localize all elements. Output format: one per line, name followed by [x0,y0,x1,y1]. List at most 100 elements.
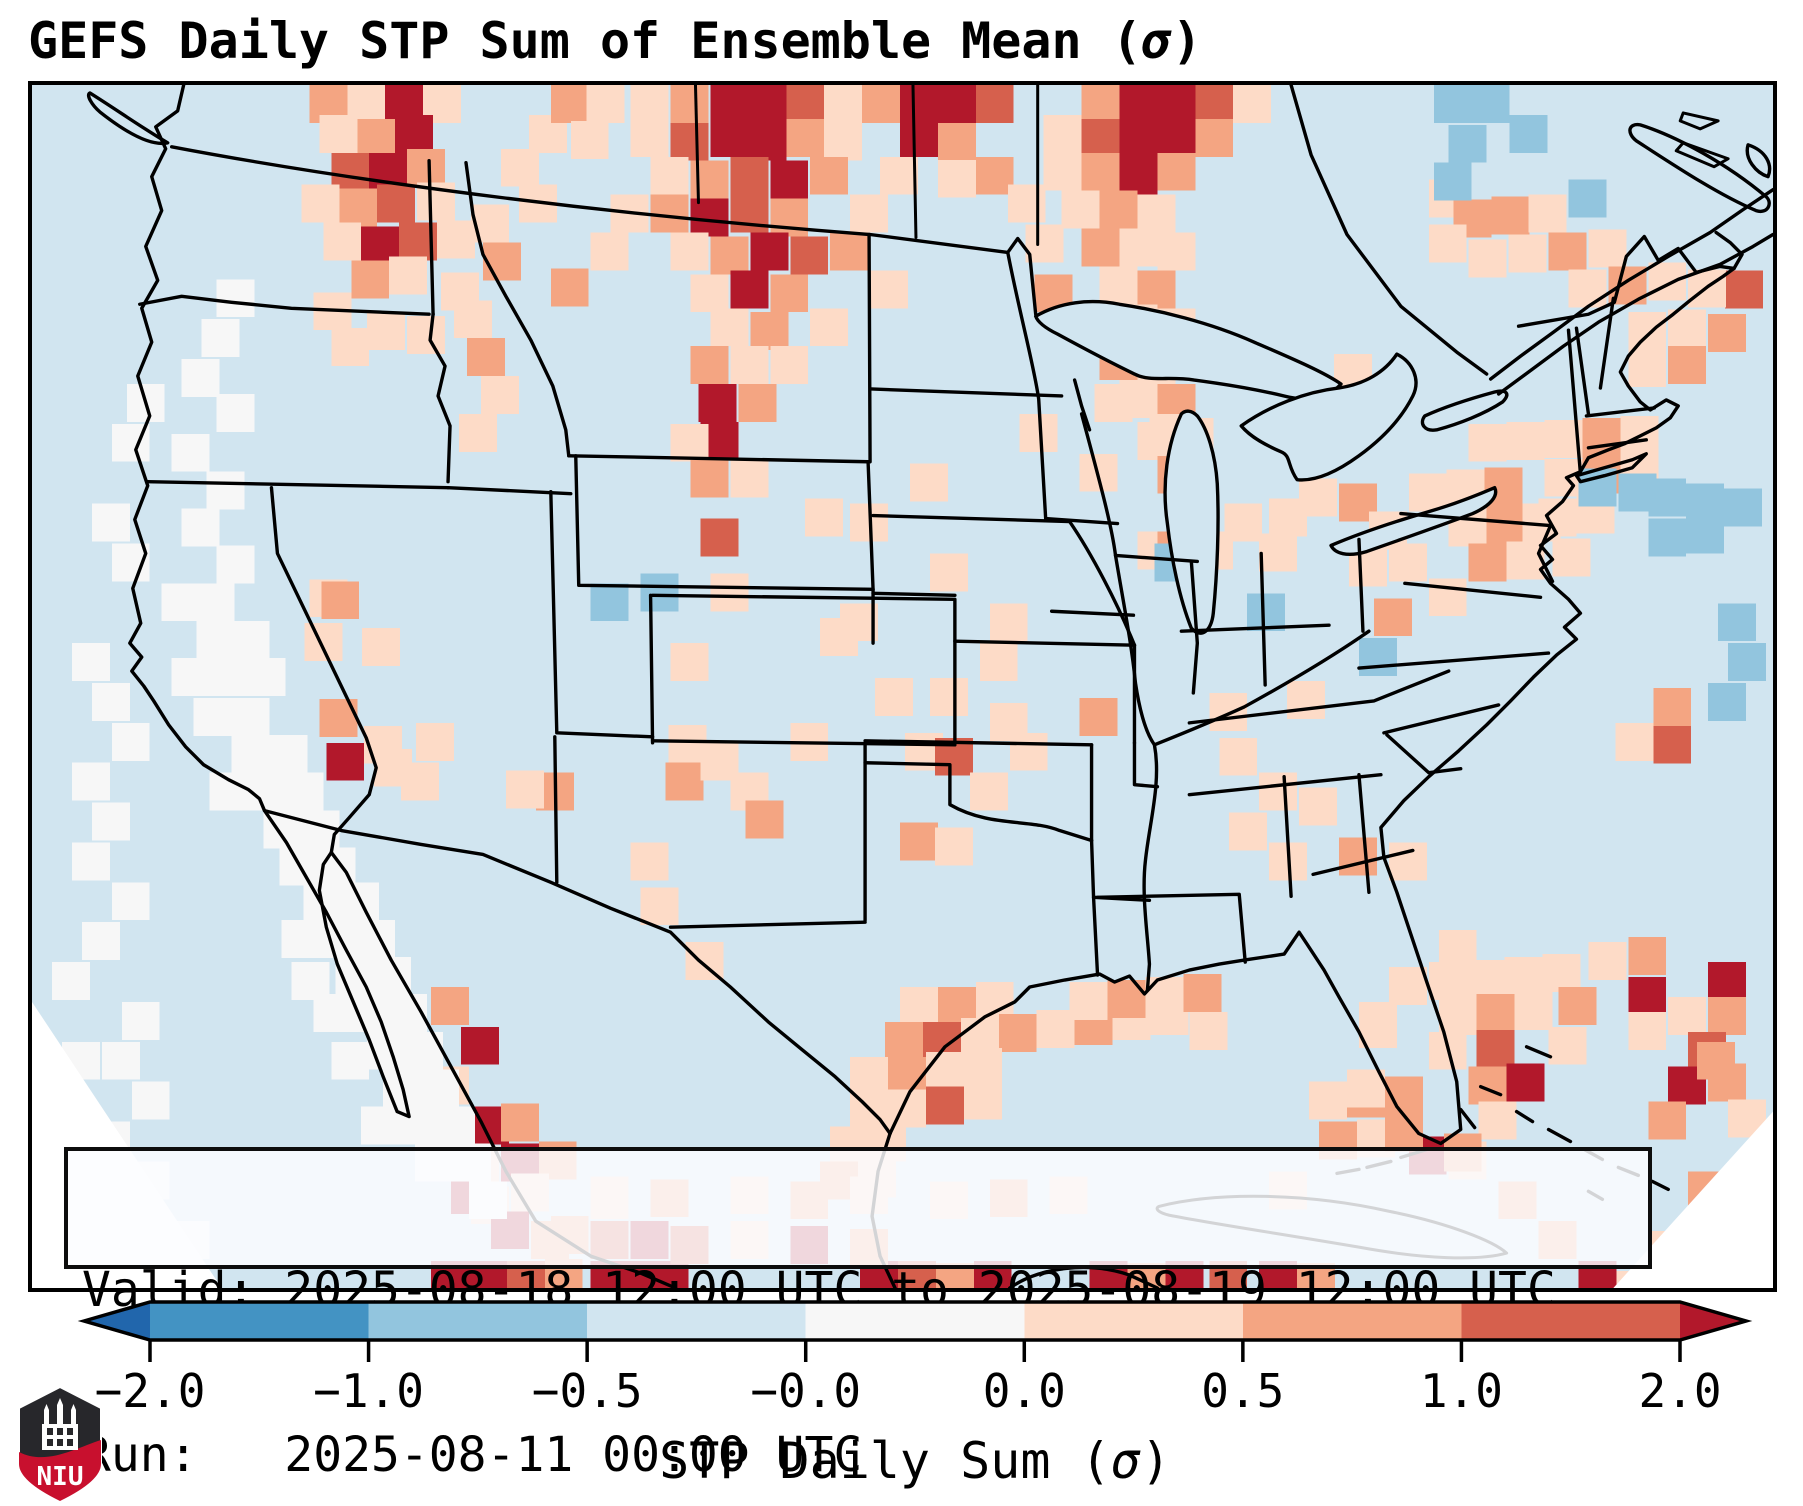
heat-cell [1568,269,1607,308]
colorbar-segments [150,1302,1681,1340]
heat-cell [1189,1011,1228,1050]
heat-cell [407,148,446,187]
heat-cell [770,346,809,385]
heat-cell [1615,722,1654,761]
heat-cell [550,85,589,123]
heat-cell [790,236,829,275]
heat-cell [929,678,968,716]
heat-cell [1229,812,1268,851]
heat-cell [269,734,308,773]
heat-cell [1542,954,1581,992]
heat-cell [710,118,749,157]
heat-cell [1476,993,1515,1032]
heat-cell [1346,1069,1385,1108]
heat-cell [1119,85,1158,123]
heat-cell [748,122,787,161]
heat-cell [1157,232,1196,271]
heat-cell [1259,772,1298,811]
heat-cell [1628,349,1667,387]
heat-cell [1506,1063,1545,1102]
heat-cell [1508,234,1547,273]
heat-cell [1224,503,1263,542]
heat-cell [1686,515,1725,554]
colorbar-segment [150,1302,370,1340]
heat-cell [389,256,428,295]
heat-cell [937,159,976,198]
heat-cell [670,85,709,123]
heat-cell [690,346,729,385]
niu-logo-text: NIU [37,1462,84,1492]
heat-cell [824,85,863,123]
heat-cell [454,300,492,339]
heat-cell [111,722,150,761]
heat-cell [421,1069,460,1108]
heat-cell [357,118,396,157]
heat-cell [1506,541,1545,580]
heat-cell [231,734,270,773]
heat-cell [121,1001,160,1040]
heat-cell [1468,543,1507,582]
heat-cell [862,85,901,123]
heat-cell [650,156,689,195]
heat-cell [900,822,938,861]
heat-cell [925,1086,964,1125]
heat-cell [1468,423,1507,462]
heat-cell [362,628,401,667]
heat-cell [367,312,406,351]
title-sigma: σ [1141,12,1172,70]
heat-cell [1708,996,1747,1035]
colorbar-segment [368,1302,588,1340]
heat-cell [786,118,825,157]
heat-cell [1478,1101,1517,1140]
heat-cell [1588,942,1627,981]
heat-cell [730,156,769,195]
heat-cell [963,1047,1002,1086]
heat-cell [1468,239,1507,278]
heat-cell [1628,312,1667,351]
heat-cell [1648,262,1687,301]
heat-cell [1069,982,1108,1020]
heat-cell [900,987,938,1025]
heat-cell [196,583,235,622]
heat-cell [1007,184,1046,223]
heat-cell [830,232,869,271]
heat-cell [1668,996,1707,1035]
colorbar-segment [1242,1302,1462,1340]
heat-cell [1137,194,1176,233]
heat-cell [1081,118,1120,157]
niu-logo: NIU [18,1385,102,1503]
heat-cell [196,621,235,660]
colorbar-tick-label: 1.0 [1419,1364,1503,1418]
heat-cell [81,922,120,961]
map-canvas [32,85,1773,1288]
heat-cell [161,583,200,622]
heat-cell [630,842,669,881]
heat-cell [231,621,270,660]
heat-cell [500,1103,539,1142]
heat-cell [786,85,825,123]
heat-cell [690,198,729,237]
heat-cell [670,122,709,161]
heat-cell [810,156,849,195]
heat-cell [850,1056,889,1095]
heat-cell [171,658,210,696]
heat-cell [1388,842,1427,881]
heat-cell [467,338,505,377]
heat-cell [321,581,360,620]
heat-cell [101,1041,140,1080]
heat-cell [963,1081,1002,1120]
heat-cell [1552,538,1591,577]
heatmap-cells [51,85,1767,1288]
heat-cell [71,762,110,801]
heat-cell [416,722,455,761]
colorbar-segment [587,1302,807,1340]
heat-cell [1648,518,1687,557]
heat-cell [925,1051,964,1090]
heat-cell [1725,270,1764,309]
heat-cell [1686,483,1725,522]
heat-cell [1094,384,1133,422]
heat-cell [1448,124,1487,163]
heat-cell [590,583,629,622]
heat-cell [1433,162,1472,201]
heat-cell [1373,598,1412,637]
